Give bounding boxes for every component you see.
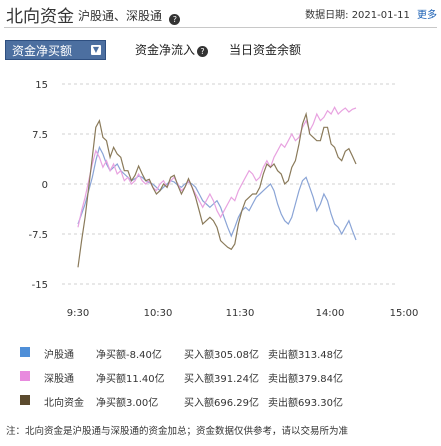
tab-net-buy[interactable]: 资金净买额 ▼ <box>5 40 106 60</box>
date-label: 数据日期: <box>305 10 349 21</box>
date-value: 2021-01-11 <box>351 10 410 21</box>
page-title: 北向资金 沪股通、深股通 ? <box>6 2 181 28</box>
y-tick-label: -7.5 <box>28 230 48 241</box>
series-line <box>77 106 357 228</box>
legend-name: 深股通 <box>44 374 74 385</box>
data-date: 数据日期: 2021-01-11 更多 <box>305 6 437 21</box>
header-bar: 北向资金 沪股通、深股通 ? 数据日期: 2021-01-11 更多 <box>0 0 441 28</box>
y-tick-label: 0 <box>42 180 48 191</box>
legend-name: 北向资金 <box>44 398 84 409</box>
y-tick-label: 7.5 <box>32 130 48 141</box>
legend-buy: 买入额391.24亿 <box>184 374 259 385</box>
series-line <box>77 145 357 241</box>
y-tick-label: 15 <box>35 80 48 91</box>
series-line <box>77 111 357 268</box>
more-link[interactable]: 更多 <box>417 10 437 21</box>
tab-net-inflow[interactable]: 资金净流入? <box>135 40 209 60</box>
tab-net-buy-label: 资金净买额 <box>12 44 73 58</box>
tab-net-inflow-label: 资金净流入 <box>135 43 196 57</box>
legend-buy: 买入额696.29亿 <box>184 398 259 409</box>
legend-buy: 买入额305.08亿 <box>184 350 259 361</box>
legend-swatch <box>20 371 30 381</box>
legend-net: 净买额3.00亿 <box>96 398 159 409</box>
title-text: 北向资金 <box>6 7 74 27</box>
net-buy-chart: 15 7.5 0 -7.5 -15 9:30 10:30 11:30 14:00 15:00 <box>28 80 419 319</box>
header-divider <box>4 27 437 28</box>
x-tick-label: 9:30 <box>67 308 89 319</box>
legend-swatch <box>20 347 30 357</box>
legend-row-sz: 深股通 净买额11.40亿 买入额391.24亿 卖出额379.84亿 <box>0 367 441 385</box>
legend-row-north: 北向资金 净买额3.00亿 买入额696.29亿 卖出额693.30亿 <box>0 391 441 409</box>
x-tick-label: 15:00 <box>390 308 419 319</box>
info-icon[interactable]: ? <box>197 46 209 57</box>
x-tick-label: 11:30 <box>226 308 255 319</box>
y-tick-label: -15 <box>32 280 48 291</box>
tab-balance-label: 当日资金余额 <box>229 43 302 57</box>
x-tick-label: 14:00 <box>316 308 345 319</box>
info-icon[interactable]: ? <box>169 14 181 25</box>
legend-name: 沪股通 <box>44 350 74 361</box>
subtitle-text: 沪股通、深股通 <box>78 9 163 23</box>
legend-sell: 卖出额313.48亿 <box>268 350 343 361</box>
legend-row-sh: 沪股通 净买额-8.40亿 买入额305.08亿 卖出额313.48亿 <box>0 343 441 361</box>
footnote: 注：北向资金是沪股通与深股通的资金加总；资金数据仅供参考，请以交易所为准 <box>6 426 349 437</box>
legend-net: 净买额-8.40亿 <box>96 350 162 361</box>
tab-balance[interactable]: 当日资金余额 <box>229 40 301 60</box>
legend-net: 净买额11.40亿 <box>96 374 165 385</box>
x-tick-label: 10:30 <box>144 308 173 319</box>
legend-swatch <box>20 395 30 405</box>
legend-sell: 卖出额693.30亿 <box>268 398 343 409</box>
chevron-down-icon[interactable]: ▼ <box>91 45 101 55</box>
legend-sell: 卖出额379.84亿 <box>268 374 343 385</box>
